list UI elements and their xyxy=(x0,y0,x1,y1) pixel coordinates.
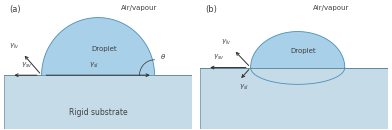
Text: $\gamma_{sl}$: $\gamma_{sl}$ xyxy=(239,83,249,92)
Text: Liquid substrate: Liquid substrate xyxy=(263,108,325,117)
Text: Air/vapour: Air/vapour xyxy=(121,5,157,11)
Text: Droplet: Droplet xyxy=(91,46,116,52)
Text: (b): (b) xyxy=(205,5,217,14)
Text: $\gamma_{sl}$: $\gamma_{sl}$ xyxy=(89,61,99,70)
Text: Droplet: Droplet xyxy=(290,48,316,54)
Text: Air/vapour: Air/vapour xyxy=(313,5,349,11)
Text: Rigid substrate: Rigid substrate xyxy=(69,108,127,117)
Polygon shape xyxy=(250,32,345,84)
Text: $\gamma_{sv}$: $\gamma_{sv}$ xyxy=(213,53,225,62)
Text: (a): (a) xyxy=(9,5,21,14)
Text: $\gamma_{lv}$: $\gamma_{lv}$ xyxy=(221,38,232,47)
Polygon shape xyxy=(42,18,154,75)
Text: $\theta$: $\theta$ xyxy=(160,52,166,61)
Bar xyxy=(4,75,192,129)
Bar xyxy=(200,68,388,129)
Text: $\gamma_{sv}$: $\gamma_{sv}$ xyxy=(21,61,33,70)
Text: $\gamma_{lv}$: $\gamma_{lv}$ xyxy=(9,42,19,51)
Bar xyxy=(249,68,347,129)
